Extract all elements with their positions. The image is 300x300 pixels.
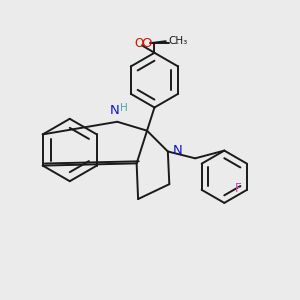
Text: CH₃: CH₃ [169, 36, 188, 46]
Text: O: O [134, 37, 143, 50]
Text: H: H [120, 103, 128, 113]
Text: O: O [141, 37, 152, 50]
Text: N: N [110, 104, 119, 117]
Text: N: N [173, 143, 183, 157]
Text: methyl: methyl [175, 42, 180, 44]
Text: F: F [235, 182, 242, 195]
